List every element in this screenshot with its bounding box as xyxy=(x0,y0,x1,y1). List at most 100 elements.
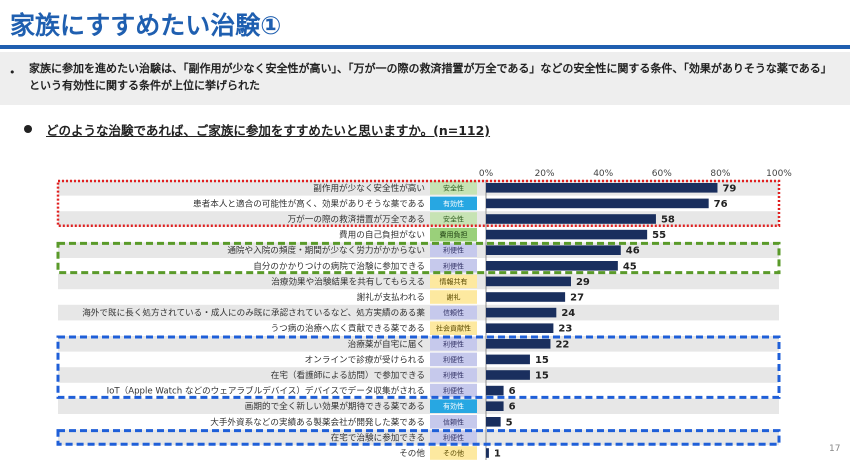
category-tag xyxy=(430,321,477,335)
bar xyxy=(486,307,557,318)
bar xyxy=(486,339,551,349)
bar-value-label: 46 xyxy=(626,246,640,257)
bar xyxy=(486,370,530,380)
category-tag-label: 情報共有 xyxy=(440,277,468,286)
row-band xyxy=(58,336,779,352)
page-title: 家族にすすめたい治験① xyxy=(10,11,282,40)
category-tag-label: 安全性 xyxy=(443,215,464,224)
bar xyxy=(486,417,501,427)
category-tag-label: 利便性 xyxy=(443,261,464,270)
highlight-box-green xyxy=(56,241,781,275)
category-label: その他 xyxy=(399,447,425,459)
bar xyxy=(486,448,489,458)
bar xyxy=(486,292,566,302)
category-label: 治療薬が自宅に届く xyxy=(348,338,425,350)
bar-value-label: 22 xyxy=(555,339,569,350)
row-band xyxy=(58,429,779,446)
bar-value-label: 5 xyxy=(506,417,513,428)
x-tick-label: 0% xyxy=(479,169,494,179)
category-label: 通院や入院の頻度・期間が少なく労力がかからない xyxy=(227,244,425,256)
highlight-box-red xyxy=(56,179,781,228)
category-label: 在宅（看護師による訪問）で参加できる xyxy=(271,369,425,381)
bar-value-label: 15 xyxy=(535,355,549,366)
category-tag xyxy=(430,181,477,195)
category-tag xyxy=(430,196,477,211)
page-number: 17 xyxy=(829,444,841,454)
bar xyxy=(486,261,618,271)
bar xyxy=(486,401,504,411)
category-tag-label: 謝礼 xyxy=(447,293,461,302)
category-label: 副作用が少なく安全性が高い xyxy=(313,182,425,194)
category-label: IoT（Apple Watch などのウェアラブルデバイス）デバイスでデータ収集… xyxy=(107,385,425,397)
category-tag xyxy=(430,212,477,226)
category-tag xyxy=(430,446,477,460)
category-tag-label: 社会貢献性 xyxy=(436,324,471,333)
question-bullet xyxy=(24,125,32,133)
category-tag-label: 利便性 xyxy=(443,355,464,364)
bar-value-label: 45 xyxy=(623,261,637,272)
category-label: 自分のかかりつけの病院で治験に参加できる xyxy=(253,260,425,272)
x-tick-label: 40% xyxy=(593,169,613,179)
header: 家族にすすめたい治験① xyxy=(0,0,850,49)
category-label: 費用の自己負担がない xyxy=(339,229,425,241)
x-tick-label: 100% xyxy=(766,169,792,179)
bar-value-label: 15 xyxy=(535,371,549,382)
category-label: うつ病の治療へ広く貢献できる薬である xyxy=(271,322,425,334)
bar-value-label: 58 xyxy=(661,215,675,226)
bar-value-label: 23 xyxy=(558,324,572,335)
category-tag xyxy=(430,274,477,289)
bar-value-label: 55 xyxy=(652,230,666,241)
category-tag xyxy=(430,227,477,242)
summary-text: 家族に参加を進めたい治験は、「副作用が少なく安全性が高い」、「万が一の際の救済措… xyxy=(29,62,832,92)
category-tag xyxy=(430,415,477,429)
category-tag-label: 利便性 xyxy=(443,246,464,255)
bar-value-label: 27 xyxy=(570,293,584,304)
category-tag xyxy=(430,305,477,320)
category-label: 在宅で治験に参加できる xyxy=(331,431,425,443)
bar-value-label: 24 xyxy=(561,308,575,319)
bar-value-label: 79 xyxy=(722,183,736,194)
bar xyxy=(486,276,571,287)
category-label: 画期的で全く新しい効果が期待できる薬である xyxy=(245,400,425,412)
bar xyxy=(486,385,504,396)
bar-value-label: 6 xyxy=(509,402,516,413)
category-tag-label: 利便性 xyxy=(443,433,464,442)
summary-bullet: • xyxy=(9,66,16,79)
category-tag-label: 利便性 xyxy=(443,339,464,348)
category-label: オンラインで診療が受けられる xyxy=(305,353,425,365)
bar xyxy=(486,245,621,255)
highlight-box-blue xyxy=(56,335,781,399)
row-band xyxy=(58,273,779,290)
category-tag xyxy=(430,259,477,273)
bar xyxy=(486,183,718,193)
row-band xyxy=(58,398,779,414)
category-tag-label: 利便性 xyxy=(443,386,464,395)
x-tick-label: 60% xyxy=(652,169,672,179)
category-tag xyxy=(430,430,477,445)
category-label: 万が一の際の救済措置が万全である xyxy=(288,213,425,225)
category-tag-label: 有効性 xyxy=(443,402,464,411)
bar xyxy=(486,198,709,209)
bar-value-label: 76 xyxy=(714,199,728,210)
category-tag-label: 有効性 xyxy=(443,199,464,208)
category-tag xyxy=(430,290,477,304)
category-tag xyxy=(430,352,477,367)
x-tick-label: 80% xyxy=(710,169,730,179)
category-tag-label: 費用負担 xyxy=(440,230,468,239)
category-label: 患者本人と適合の可能性が高く、効果がありそうな薬である xyxy=(193,197,425,209)
row-band xyxy=(58,367,779,383)
bar xyxy=(486,354,530,365)
question-text: どのような治験であれば、ご家族に参加をすすめたいと思いますか。(n=112) xyxy=(46,123,491,138)
category-tag-label: 安全性 xyxy=(443,183,464,192)
category-tag xyxy=(430,337,477,351)
bar xyxy=(486,214,656,224)
category-tag xyxy=(430,368,477,382)
category-label: 治療効果や治験結果を共有してもらえる xyxy=(271,275,425,287)
category-label: 海外で既に長く処方されている・成人にのみ既に承認されているなど、処方実績のある薬 xyxy=(82,307,425,319)
summary-box xyxy=(0,52,850,105)
highlight-box-blue xyxy=(56,429,781,446)
bar-value-label: 29 xyxy=(576,277,590,288)
title-rule xyxy=(0,45,850,49)
category-tag xyxy=(430,383,477,398)
bar xyxy=(486,229,648,240)
